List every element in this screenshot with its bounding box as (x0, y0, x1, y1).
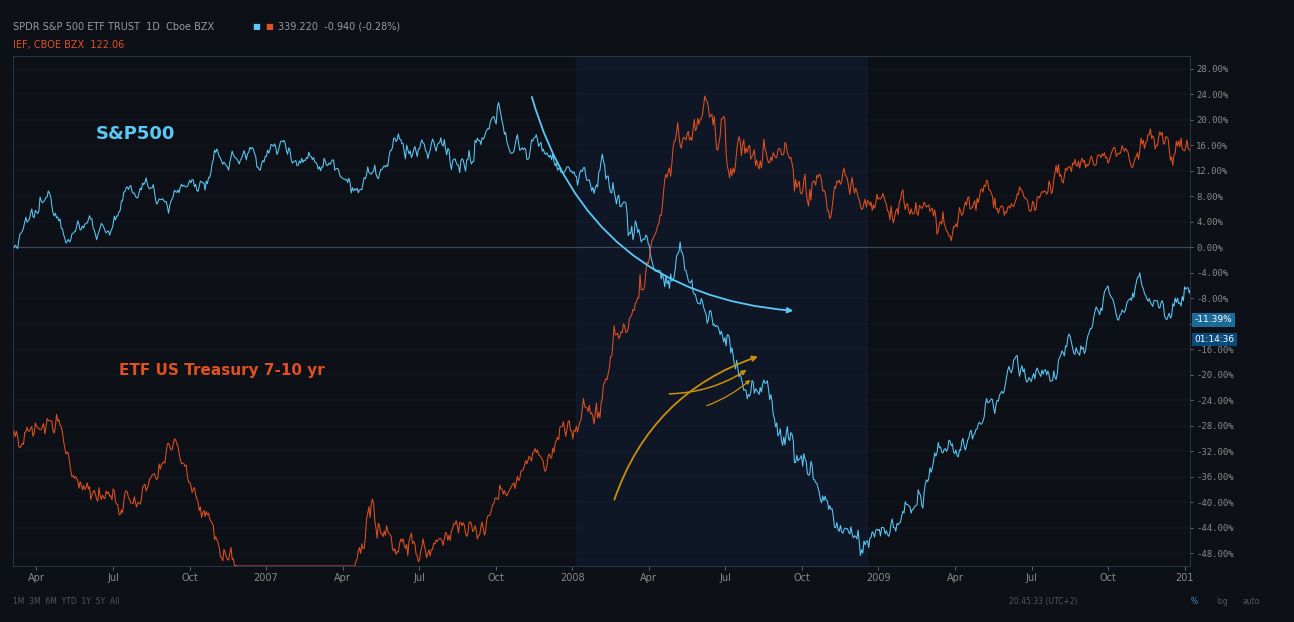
Text: S&P500: S&P500 (96, 125, 175, 143)
Text: 1M  3M  6M  YTD  1Y  5Y  All: 1M 3M 6M YTD 1Y 5Y All (13, 598, 119, 606)
Text: SPDR S&P 500 ETF TRUST  1D  Cboe BZX: SPDR S&P 500 ETF TRUST 1D Cboe BZX (13, 22, 214, 32)
Text: auto: auto (1242, 598, 1259, 606)
Text: %: % (1190, 598, 1198, 606)
Bar (576, 56, 867, 566)
Text: ■: ■ (252, 22, 260, 30)
Text: 01:14:36: 01:14:36 (1194, 335, 1234, 344)
Text: IEF, CBOE BZX  122.06: IEF, CBOE BZX 122.06 (13, 40, 124, 50)
Text: 339.220  -0.940 (-0.28%): 339.220 -0.940 (-0.28%) (278, 22, 400, 32)
Text: ETF US Treasury 7-10 yr: ETF US Treasury 7-10 yr (119, 363, 325, 378)
Text: -11.39%: -11.39% (1194, 315, 1232, 324)
Text: ■: ■ (265, 22, 273, 30)
Text: log: log (1216, 598, 1228, 606)
Text: 20:45:33 (UTC+2): 20:45:33 (UTC+2) (1009, 598, 1078, 606)
